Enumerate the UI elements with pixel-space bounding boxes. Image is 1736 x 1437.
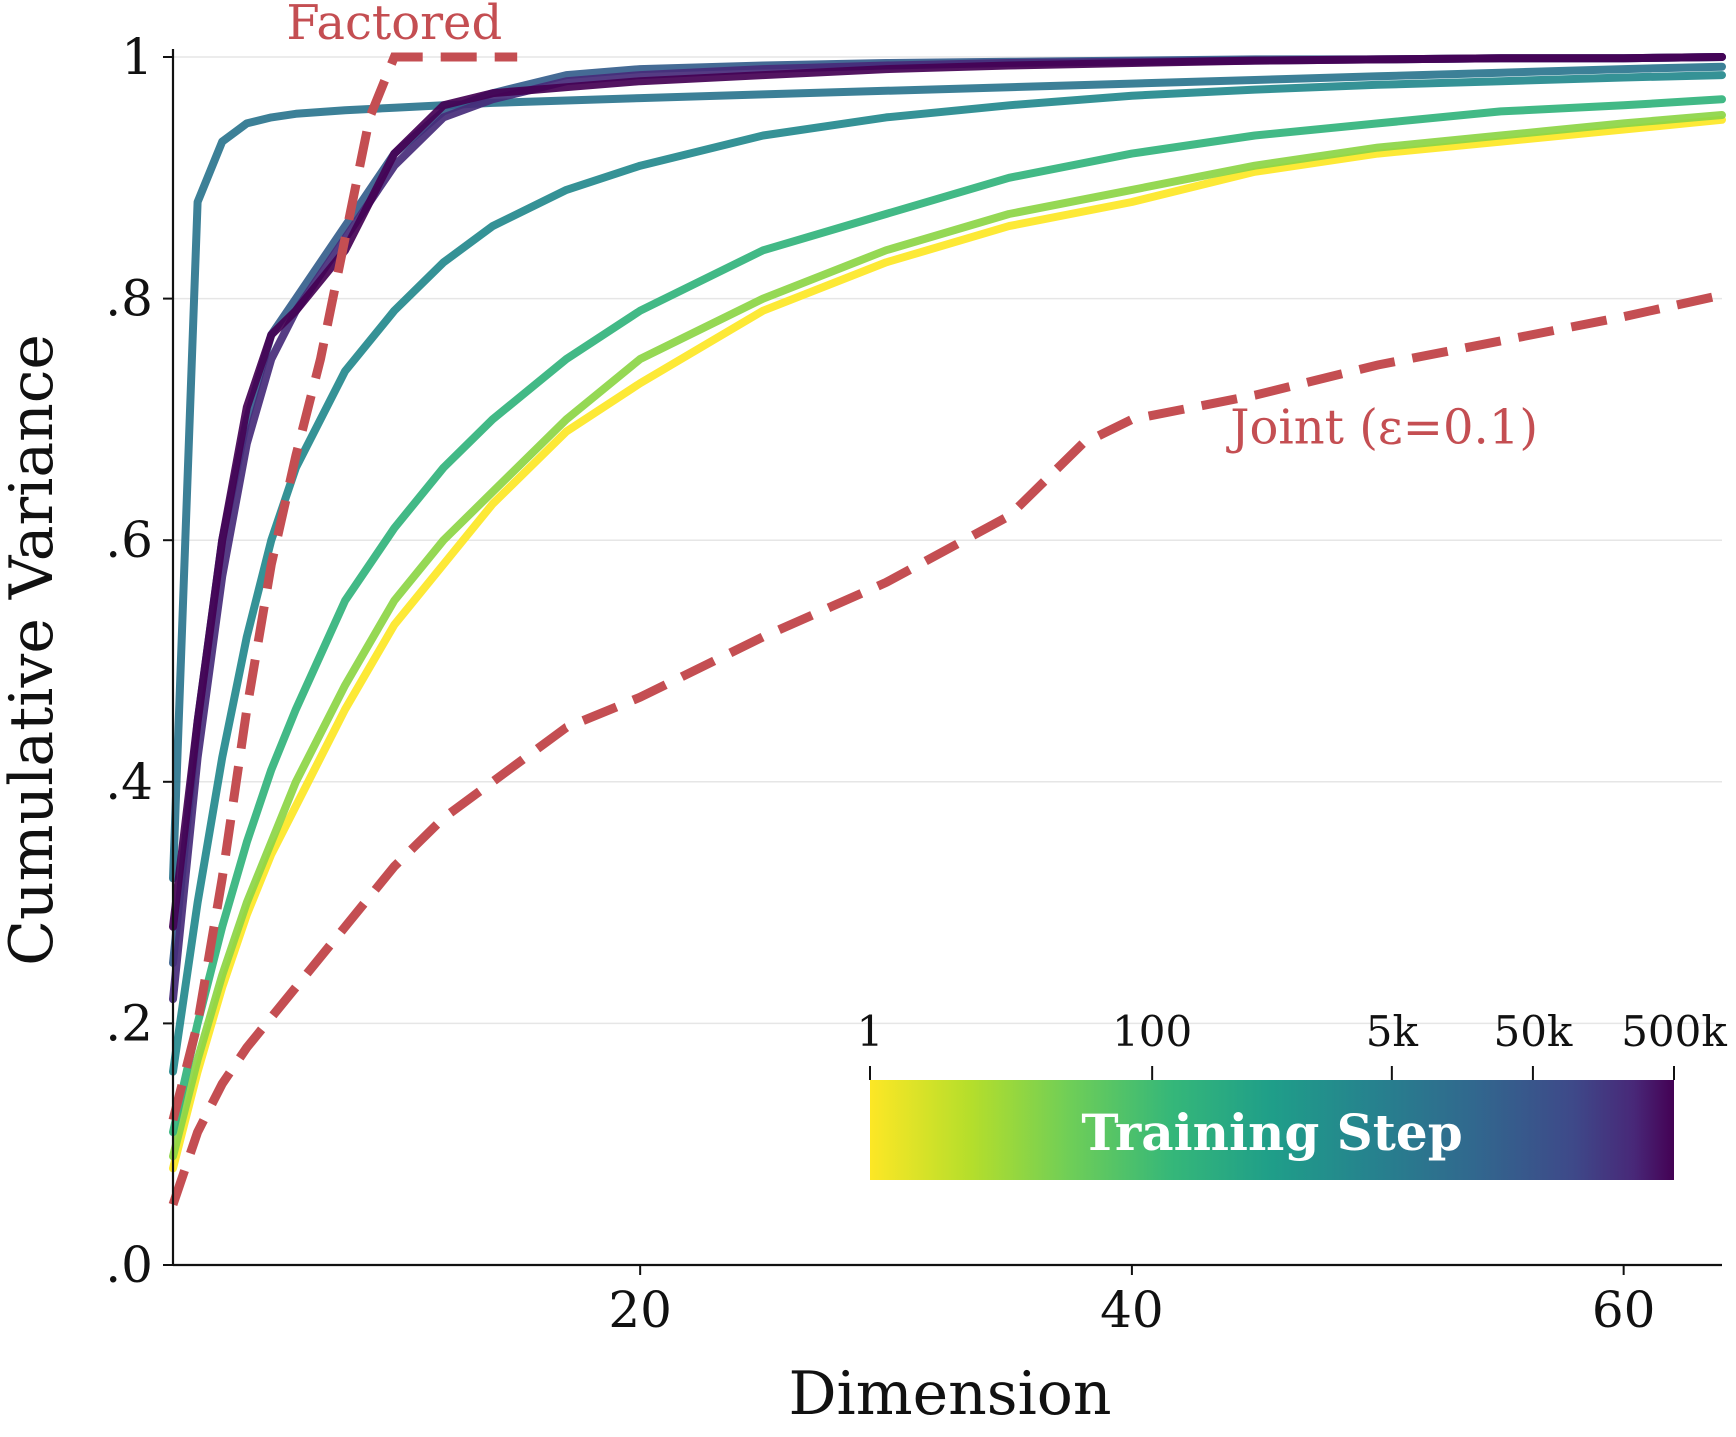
axes <box>171 49 1722 1267</box>
series-line-step-100 <box>169 95 1726 1137</box>
colorbar: Training Step 1 100 5k 50k 500k <box>857 1007 1727 1180</box>
y-tick-label: .8 <box>105 270 153 328</box>
x-tick-label: 20 <box>608 1281 672 1339</box>
reference-line-1 <box>168 290 1723 1207</box>
colorbar-ticks: 1 100 5k 50k 500k <box>857 1007 1727 1080</box>
series-line-step-1 <box>169 115 1726 1173</box>
reference-line-0 <box>168 52 518 1122</box>
colorbar-tick-label: 5k <box>1366 1007 1419 1056</box>
y-tick-label: .2 <box>105 994 153 1052</box>
x-tick-label: 60 <box>1592 1281 1656 1339</box>
y-axis-label: Cumulative Variance <box>0 334 67 966</box>
x-tick-label: 40 <box>1100 1281 1164 1339</box>
reference-lines: Factored Joint (ε=0.1) <box>168 0 1723 1207</box>
series-line-step-500000 <box>169 53 1726 931</box>
series-line-step-3000 <box>169 62 1726 883</box>
reference-label-0: Factored <box>286 0 502 51</box>
y-tick-label: 1 <box>121 28 153 86</box>
colorbar-tick-label: 50k <box>1493 1007 1572 1056</box>
colorbar-title: Training Step <box>1081 1103 1462 1162</box>
colorbar-gradient <box>870 1080 1674 1180</box>
y-tick-label: .0 <box>105 1236 153 1294</box>
y-tick-label: .6 <box>105 511 153 569</box>
series-line-step-1000 <box>169 71 1726 1076</box>
y-tick-label: .4 <box>105 753 153 811</box>
colorbar-tick-label: 100 <box>1112 1007 1192 1056</box>
colorbar-tick-label: 500k <box>1621 1007 1727 1056</box>
reference-label-1: Joint (ε=0.1) <box>1225 400 1538 456</box>
grid-lines <box>173 56 1722 1025</box>
series-lines <box>169 53 1726 1173</box>
tick-labels: .0 .2 .4 .6 .8 1 20 40 60 <box>105 28 1655 1339</box>
series-line-step-10 <box>169 111 1726 1161</box>
colorbar-tick-label: 1 <box>857 1007 884 1056</box>
x-axis-label: Dimension <box>788 1359 1111 1429</box>
